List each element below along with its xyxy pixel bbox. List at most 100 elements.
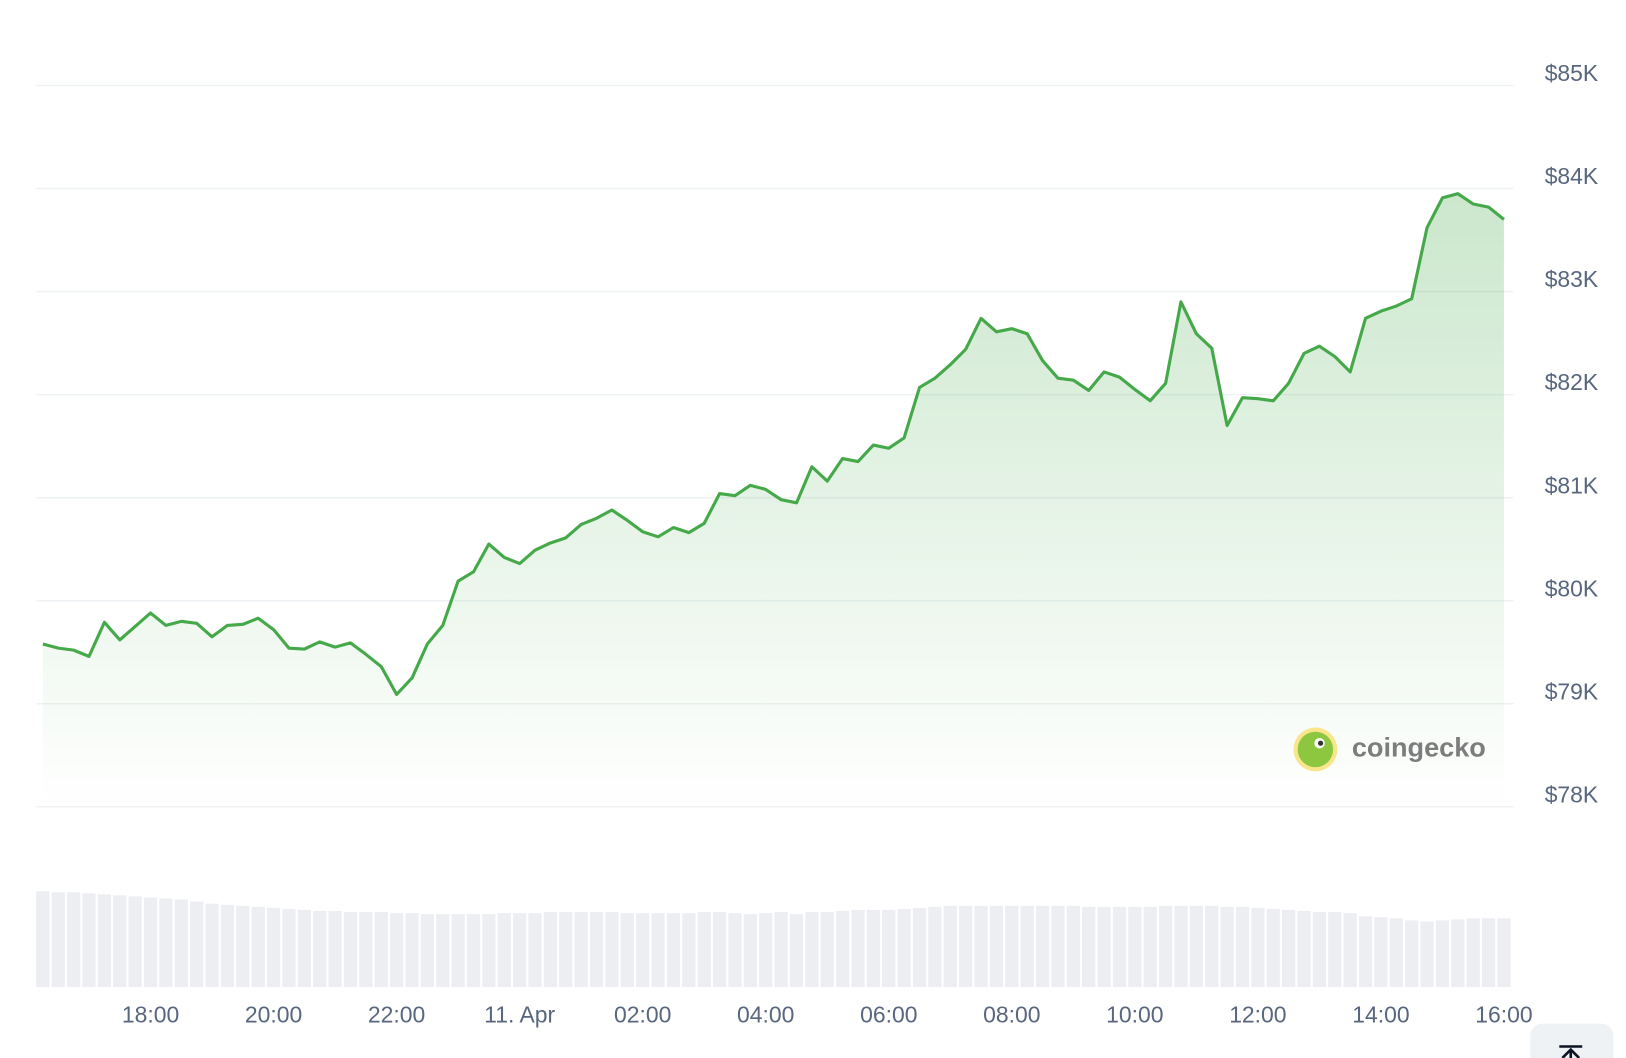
volume-bar (666, 913, 681, 988)
volume-bar (882, 909, 896, 988)
volume-bar (728, 913, 742, 988)
volume-bar (851, 909, 865, 988)
volume-bar (251, 906, 265, 988)
volume-bar (1220, 906, 1234, 988)
volume-bar (220, 904, 235, 988)
volume-bar (328, 911, 342, 988)
volume-bar (1481, 918, 1496, 988)
volume-bar (712, 912, 727, 988)
volume-bar (297, 909, 311, 988)
volume-bar (1158, 905, 1173, 988)
volume-bar (1205, 905, 1219, 988)
volume-bar (636, 913, 650, 988)
volume-bar (528, 913, 542, 988)
volume-bar (313, 911, 327, 988)
volume-bar (559, 912, 573, 988)
volume-bar (1066, 905, 1080, 988)
watermark: coingecko (1293, 727, 1486, 772)
volume-bar (1051, 905, 1065, 988)
volume-bar (943, 905, 957, 988)
volume-bar (451, 914, 465, 988)
volume-bar (651, 913, 665, 988)
x-tick-label: 16:00 (1475, 1001, 1532, 1027)
arrow-icon[interactable] (1559, 1045, 1583, 1058)
volume-bar (1451, 919, 1465, 988)
volume-bar (789, 914, 804, 988)
volume-bar (1020, 905, 1034, 988)
volume-bar (1189, 905, 1204, 988)
volume-bar (1497, 918, 1511, 988)
button-bg[interactable] (1530, 1023, 1614, 1058)
y-tick-label: $82K (1545, 369, 1599, 395)
x-tick-label: 22:00 (368, 1001, 425, 1027)
volume-bar (51, 892, 65, 988)
volume-bar (343, 912, 358, 988)
volume-bar (205, 903, 219, 988)
x-tick-label: 18:00 (122, 1001, 179, 1027)
volume-bar (743, 914, 757, 988)
volume-bar (1174, 905, 1188, 988)
volume-bar (805, 912, 819, 988)
volume-bar (143, 897, 158, 988)
volume-bar (959, 905, 973, 988)
volume-bar (113, 895, 127, 988)
volume-bar (466, 914, 481, 988)
x-tick-label: 14:00 (1352, 1001, 1409, 1027)
volume-bar (436, 914, 450, 988)
volume-bar (66, 892, 81, 988)
volume-bar (866, 909, 881, 988)
volume-bar (1312, 912, 1327, 988)
volume-bar (1251, 907, 1265, 988)
x-tick-label: 06:00 (860, 1001, 917, 1027)
volume-bar (697, 912, 711, 988)
volume-bar (1297, 911, 1311, 988)
volume-bar (513, 913, 527, 988)
volume-bar (36, 891, 50, 988)
volume-bar (1005, 905, 1019, 988)
x-tick-label: 11. Apr (484, 1001, 555, 1027)
price-area (42, 193, 1504, 807)
volume-bars (36, 891, 1511, 988)
volume-bar (928, 906, 942, 988)
volume-bar (574, 912, 588, 988)
scroll-top-button[interactable] (1530, 1023, 1614, 1058)
volume-bar (420, 914, 435, 988)
volume-bar (482, 914, 496, 988)
y-tick-label: $81K (1545, 472, 1599, 498)
volume-bar (1435, 920, 1450, 988)
volume-bar (989, 905, 1004, 988)
volume-bar (912, 907, 927, 988)
volume-bar (835, 911, 850, 988)
volume-bar (174, 899, 188, 988)
y-tick-label: $80K (1545, 575, 1599, 601)
volume-bar (620, 913, 634, 988)
volume-bar (374, 912, 388, 988)
volume-bar (1358, 916, 1373, 988)
volume-bar (543, 912, 558, 988)
volume-bar (897, 908, 911, 988)
volume-bar (1466, 918, 1480, 988)
volume-bar (1082, 906, 1096, 988)
volume-bar (1035, 905, 1050, 988)
watermark-text: coingecko (1352, 732, 1486, 763)
volume-bar (759, 913, 773, 988)
price-plot (42, 192, 1505, 807)
volume-bar (1281, 909, 1296, 988)
y-tick-label: $85K (1545, 60, 1599, 86)
volume-bar (1405, 920, 1419, 988)
x-tick-label: 08:00 (983, 1001, 1040, 1027)
x-tick-label: 12:00 (1229, 1001, 1286, 1027)
volume-bar (405, 913, 419, 988)
volume-bar (236, 905, 250, 988)
volume-bar (1235, 906, 1250, 988)
volume-bar (1328, 912, 1342, 988)
volume-bar (682, 913, 696, 988)
volume-bar (282, 908, 296, 988)
y-tick-label: $78K (1545, 781, 1599, 807)
volume-bar (1374, 917, 1388, 988)
volume-bar (359, 912, 373, 988)
volume-bar (605, 912, 619, 988)
logo-pupil (1317, 740, 1324, 746)
